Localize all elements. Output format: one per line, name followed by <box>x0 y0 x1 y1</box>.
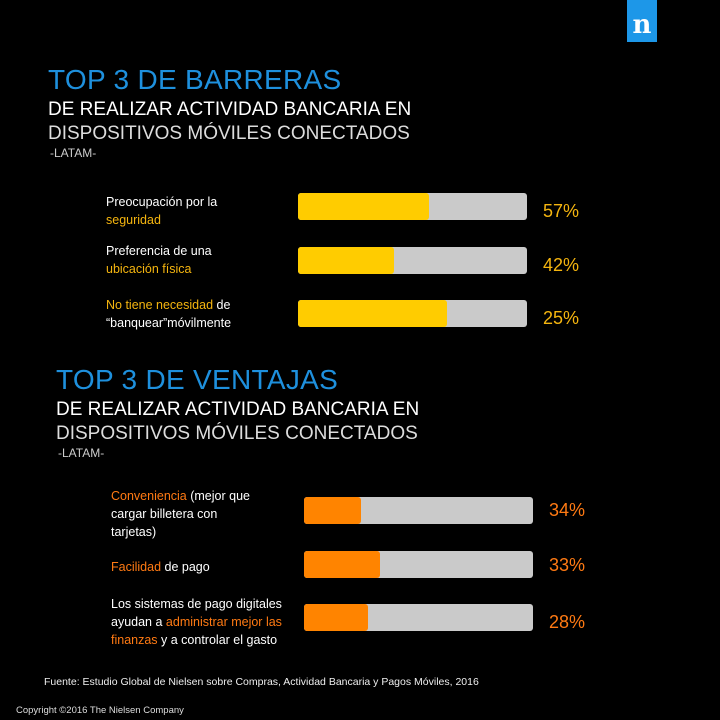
barreras-value-1: 57% <box>543 201 580 221</box>
ventajas-subtitle-line2: DISPOSITIVOS MÓVILES CONECTADOS <box>56 423 418 444</box>
ventajas-title: TOP 3 DE VENTAJAS <box>56 364 339 395</box>
copyright: Copyright ©2016 The Nielsen Company <box>16 705 184 716</box>
barreras-bar-1 <box>298 193 429 220</box>
label-line: Los sistemas de pago digitales <box>111 597 282 611</box>
ventajas-value-1: 34% <box>549 500 586 520</box>
label-line: tarjetas) <box>111 525 157 539</box>
ventajas-bar-track-2 <box>304 551 533 578</box>
barreras-subtitle-line1: DE REALIZAR ACTIVIDAD BANCARIA EN <box>48 99 412 120</box>
label-line: “banquear”móvilmente <box>106 316 232 330</box>
logo-letter: n <box>632 10 652 40</box>
label-line: cargar billetera con <box>111 507 218 521</box>
ventajas-bar-track-3 <box>304 604 533 631</box>
barreras-value-3: 25% <box>543 308 580 328</box>
label-text: ayudan a <box>111 615 166 629</box>
ventajas-bar-track-1 <box>304 497 533 524</box>
label-highlight: administrar mejor las <box>165 615 282 629</box>
barreras-bar-track-1 <box>298 193 527 220</box>
barreras-label-1: Preocupación por la seguridad <box>106 193 291 229</box>
barreras-label-3: No tiene necesidad de “banquear”móvilmen… <box>106 296 291 332</box>
label-text: (mejor que <box>186 489 250 503</box>
ventajas-bar-1 <box>304 497 362 524</box>
ventajas-bar-2 <box>304 551 380 578</box>
barreras-value-2: 42% <box>543 255 580 275</box>
label-line: Preferencia de una <box>106 244 212 258</box>
ventajas-bar-3 <box>304 604 369 631</box>
barreras-bar-2 <box>298 247 395 274</box>
ventajas-value-3: 28% <box>549 612 586 632</box>
ventajas-label-2: Facilidad de pago <box>111 558 296 576</box>
ventajas-label-3: Los sistemas de pago digitales ayudan a … <box>111 595 306 649</box>
barreras-title: TOP 3 DE BARRERAS <box>48 64 342 95</box>
ventajas-region: -LATAM- <box>58 446 105 460</box>
barreras-bar-track-2 <box>298 247 527 274</box>
label-highlight: finanzas <box>111 633 158 647</box>
label-line: Preocupación por la <box>106 195 218 209</box>
label-text: y a controlar el gasto <box>157 633 278 647</box>
barreras-bar-track-3 <box>298 300 527 327</box>
barreras-subtitle-line2: DISPOSITIVOS MÓVILES CONECTADOS <box>48 123 410 144</box>
barreras-label-2: Preferencia de una ubicación física <box>106 242 291 278</box>
label-highlight: ubicación física <box>106 262 192 276</box>
label-highlight: No tiene necesidad <box>106 298 214 312</box>
nielsen-logo: n <box>627 0 657 42</box>
barreras-region: -LATAM- <box>50 146 97 160</box>
label-highlight: Conveniencia <box>111 489 187 503</box>
ventajas-subtitle-line1: DE REALIZAR ACTIVIDAD BANCARIA EN <box>56 399 420 420</box>
label-text: de <box>213 298 231 312</box>
ventajas-label-1: Conveniencia (mejor que cargar billetera… <box>111 487 296 541</box>
barreras-bar-3 <box>298 300 447 327</box>
label-text: de pago <box>161 560 210 574</box>
label-highlight: seguridad <box>106 213 161 227</box>
label-highlight: Facilidad <box>111 560 162 574</box>
source-note: Fuente: Estudio Global de Nielsen sobre … <box>44 676 479 688</box>
ventajas-value-2: 33% <box>549 555 586 575</box>
